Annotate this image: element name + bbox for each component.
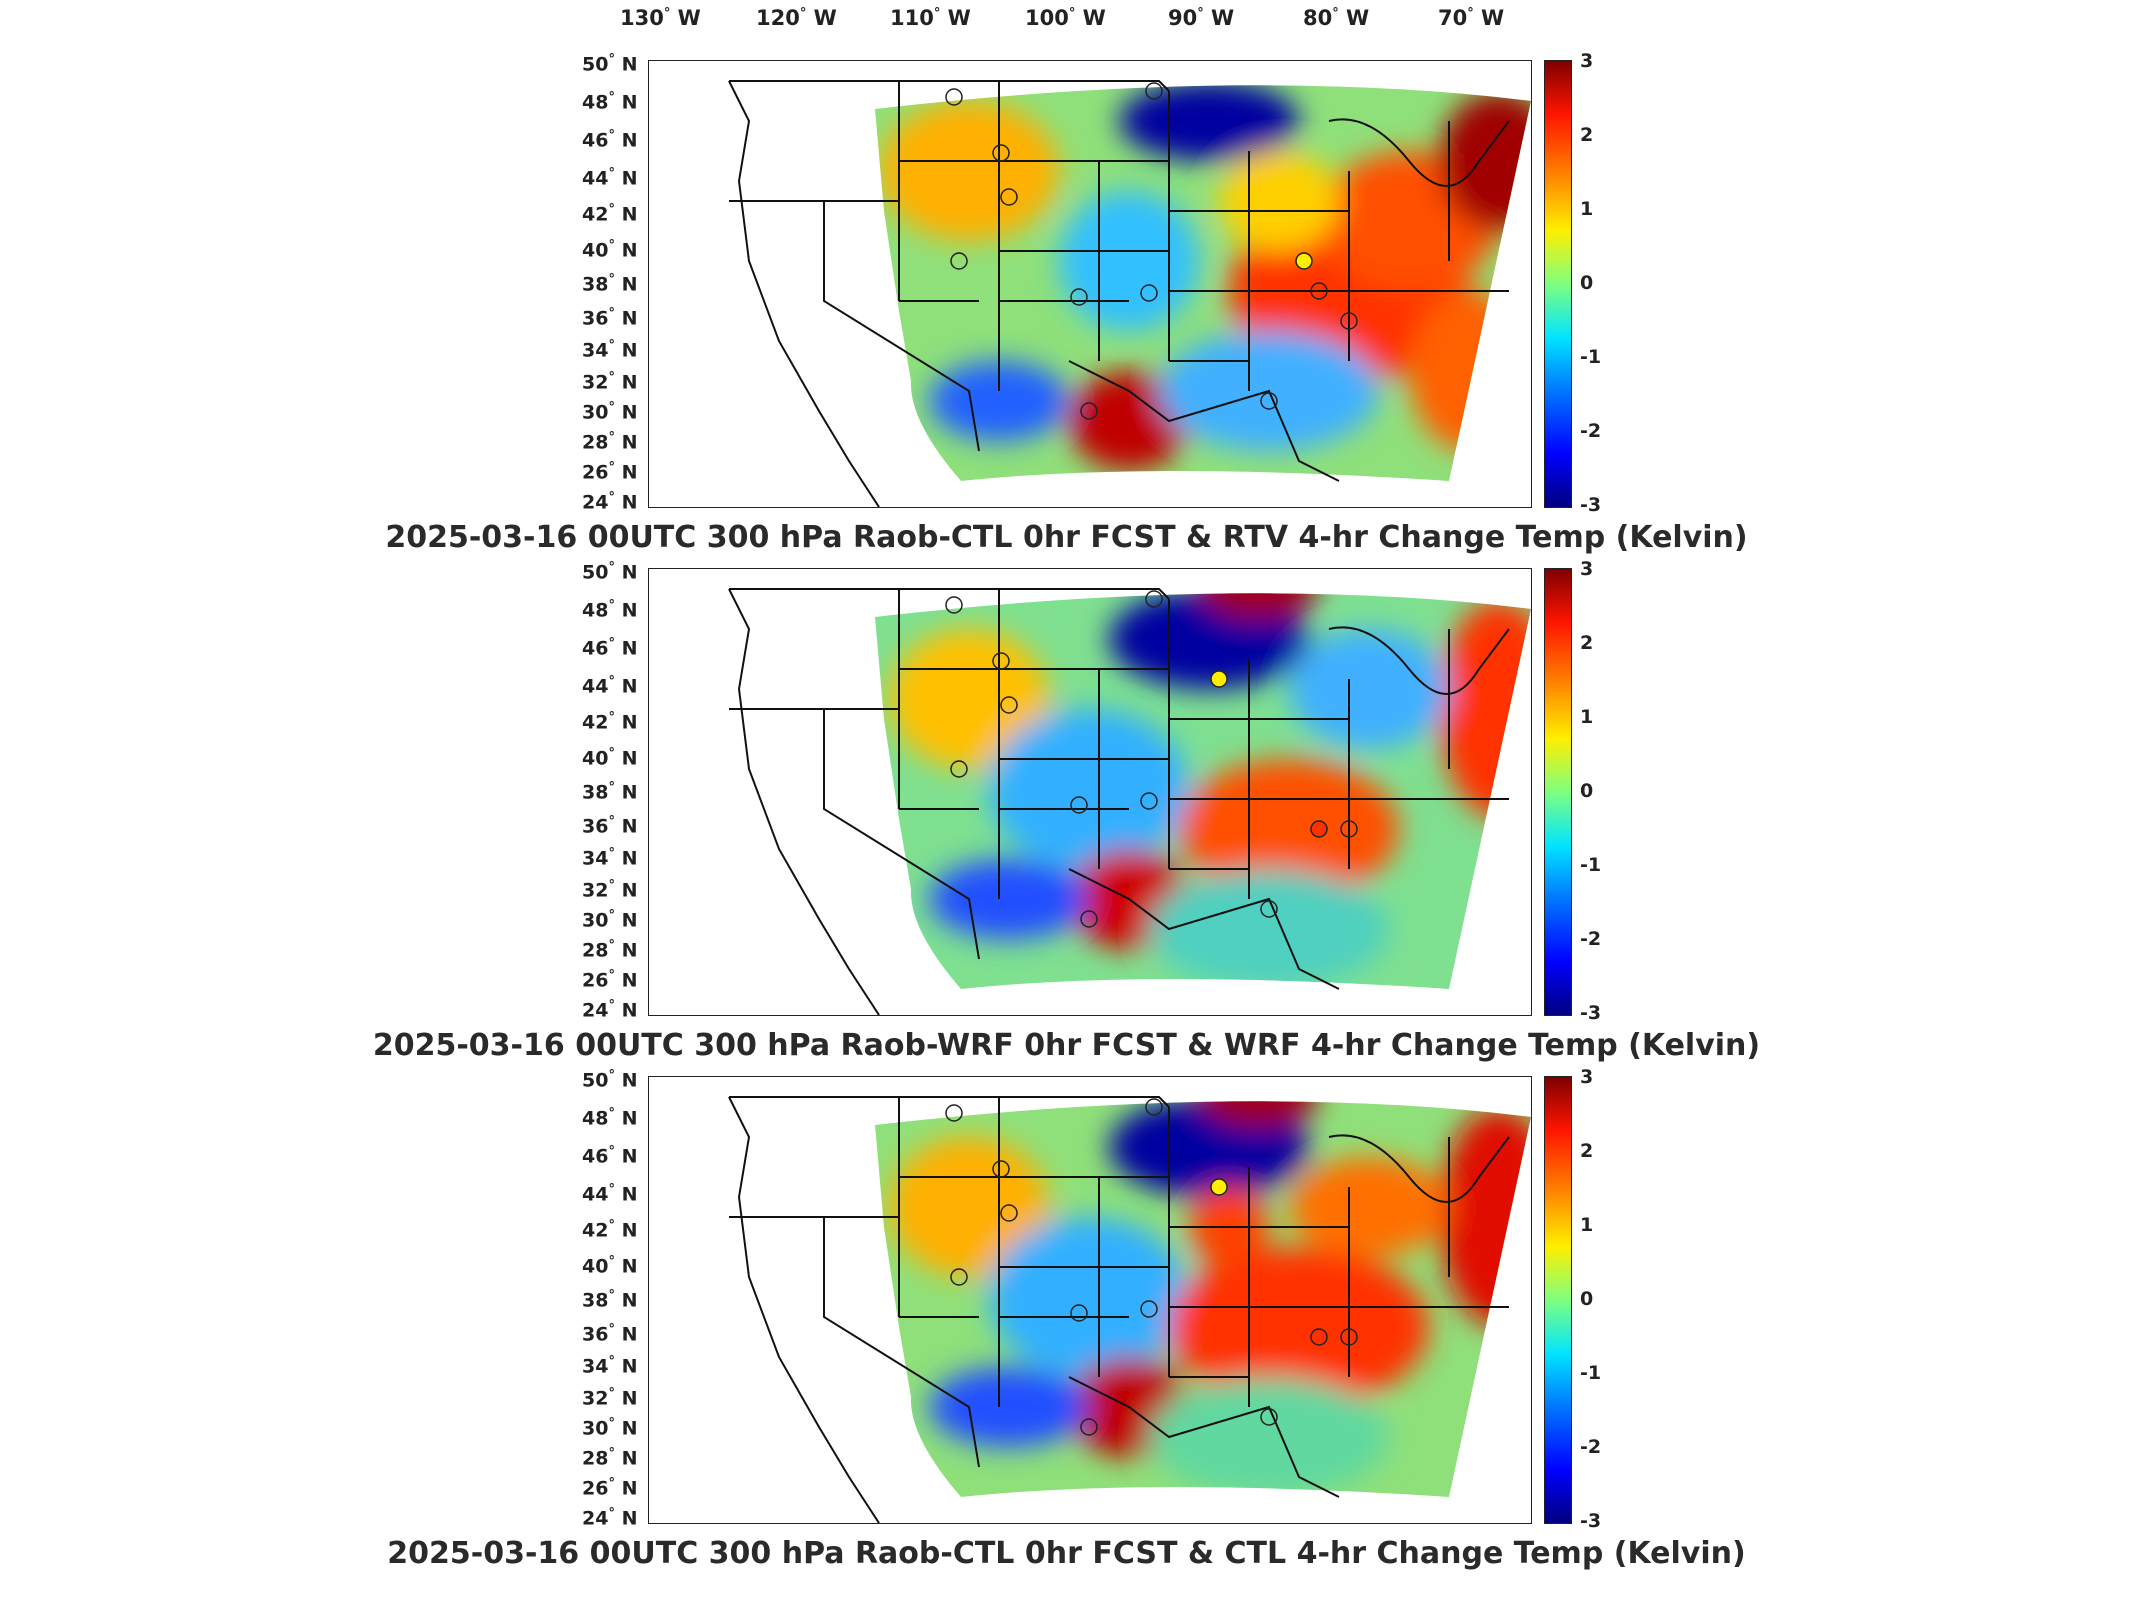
- colorbar-tick: 3: [1580, 1066, 1594, 1088]
- temperature-map: [728, 80, 1531, 507]
- colorbar-tick: 3: [1580, 50, 1594, 72]
- lat-label: 30° N: [582, 400, 638, 424]
- colorbar: [1544, 60, 1572, 508]
- map-frame: [648, 1076, 1532, 1524]
- lat-label: 40° N: [582, 238, 638, 262]
- colorbar-tick: -2: [1580, 928, 1602, 950]
- map-panel-1: 50° N 48° N 46° N 44° N 42° N 40° N 38° …: [0, 50, 2133, 560]
- map-frame: [648, 60, 1532, 508]
- lat-label: 44° N: [582, 166, 638, 190]
- colorbar-tick: -1: [1580, 346, 1602, 368]
- colorbar-tick: 3: [1580, 558, 1594, 580]
- colorbar-tick: 1: [1580, 198, 1594, 220]
- lat-label: 24° N: [582, 490, 638, 514]
- lat-label: 28° N: [582, 1446, 638, 1470]
- lat-label: 46° N: [582, 636, 638, 660]
- colorbar-tick: -3: [1580, 494, 1602, 516]
- lat-label: 40° N: [582, 746, 638, 770]
- lat-label: 36° N: [582, 814, 638, 838]
- lat-label: 48° N: [582, 1106, 638, 1130]
- lat-label: 24° N: [582, 1506, 638, 1530]
- lat-label: 50° N: [582, 1068, 638, 1092]
- colorbar-tick: 0: [1580, 1288, 1594, 1310]
- lat-label: 26° N: [582, 968, 638, 992]
- colorbar-tick: -3: [1580, 1510, 1602, 1532]
- lat-label: 42° N: [582, 1218, 638, 1242]
- lat-label: 24° N: [582, 998, 638, 1022]
- lat-label: 38° N: [582, 272, 638, 296]
- lat-label: 44° N: [582, 674, 638, 698]
- colorbar: [1544, 1076, 1572, 1524]
- colorbar-tick: -1: [1580, 854, 1602, 876]
- colorbar: [1544, 568, 1572, 1016]
- colorbar-tick: -2: [1580, 420, 1602, 442]
- lat-label: 42° N: [582, 202, 638, 226]
- panel-title: 2025-03-16 00UTC 300 hPa Raob-WRF 0hr FC…: [372, 1028, 1761, 1063]
- lon-label: 90° W: [1168, 6, 1235, 30]
- colorbar-tick: 1: [1580, 1214, 1594, 1236]
- lat-label: 48° N: [582, 90, 638, 114]
- lon-label: 120° W: [756, 6, 837, 30]
- lon-label: 70° W: [1438, 6, 1505, 30]
- colorbar-tick: 0: [1580, 272, 1594, 294]
- colorbar-tick: 2: [1580, 1140, 1594, 1162]
- lat-label: 36° N: [582, 306, 638, 330]
- colorbar-tick: -1: [1580, 1362, 1602, 1384]
- lon-label: 110° W: [890, 6, 971, 30]
- lat-label: 46° N: [582, 1144, 638, 1168]
- panel-title: 2025-03-16 00UTC 300 hPa Raob-CTL 0hr FC…: [387, 1536, 1746, 1571]
- lat-label: 30° N: [582, 1416, 638, 1440]
- colorbar-tick: 2: [1580, 632, 1594, 654]
- lat-label: 44° N: [582, 1182, 638, 1206]
- colorbar-tick: 2: [1580, 124, 1594, 146]
- lat-label: 36° N: [582, 1322, 638, 1346]
- colorbar-tick: -3: [1580, 1002, 1602, 1024]
- lon-label: 80° W: [1303, 6, 1370, 30]
- colorbar-tick: 0: [1580, 780, 1594, 802]
- lat-label: 46° N: [582, 128, 638, 152]
- map-frame: [648, 568, 1532, 1016]
- lat-label: 32° N: [582, 370, 638, 394]
- colorbar-tick: -2: [1580, 1436, 1602, 1458]
- lat-label: 30° N: [582, 908, 638, 932]
- lat-label: 34° N: [582, 338, 638, 362]
- lat-label: 50° N: [582, 560, 638, 584]
- temperature-map: [728, 1096, 1531, 1523]
- lat-label: 48° N: [582, 598, 638, 622]
- map-panel-3: 50° N 48° N 46° N 44° N 42° N 40° N 38° …: [0, 1066, 2133, 1576]
- lat-label: 38° N: [582, 1288, 638, 1312]
- lat-label: 32° N: [582, 878, 638, 902]
- map-panel-2: 50° N 48° N 46° N 44° N 42° N 40° N 38° …: [0, 558, 2133, 1068]
- lat-label: 50° N: [582, 52, 638, 76]
- lat-label: 34° N: [582, 1354, 638, 1378]
- lat-label: 26° N: [582, 1476, 638, 1500]
- lat-label: 42° N: [582, 710, 638, 734]
- lat-label: 32° N: [582, 1386, 638, 1410]
- lat-label: 34° N: [582, 846, 638, 870]
- panel-title: 2025-03-16 00UTC 300 hPa Raob-CTL 0hr FC…: [385, 520, 1748, 555]
- temperature-map: [728, 588, 1531, 1015]
- lat-label: 38° N: [582, 780, 638, 804]
- lon-label: 130° W: [620, 6, 701, 30]
- lat-label: 26° N: [582, 460, 638, 484]
- colorbar-tick: 1: [1580, 706, 1594, 728]
- lat-label: 28° N: [582, 430, 638, 454]
- lon-label: 100° W: [1025, 6, 1106, 30]
- lat-label: 28° N: [582, 938, 638, 962]
- lat-label: 40° N: [582, 1254, 638, 1278]
